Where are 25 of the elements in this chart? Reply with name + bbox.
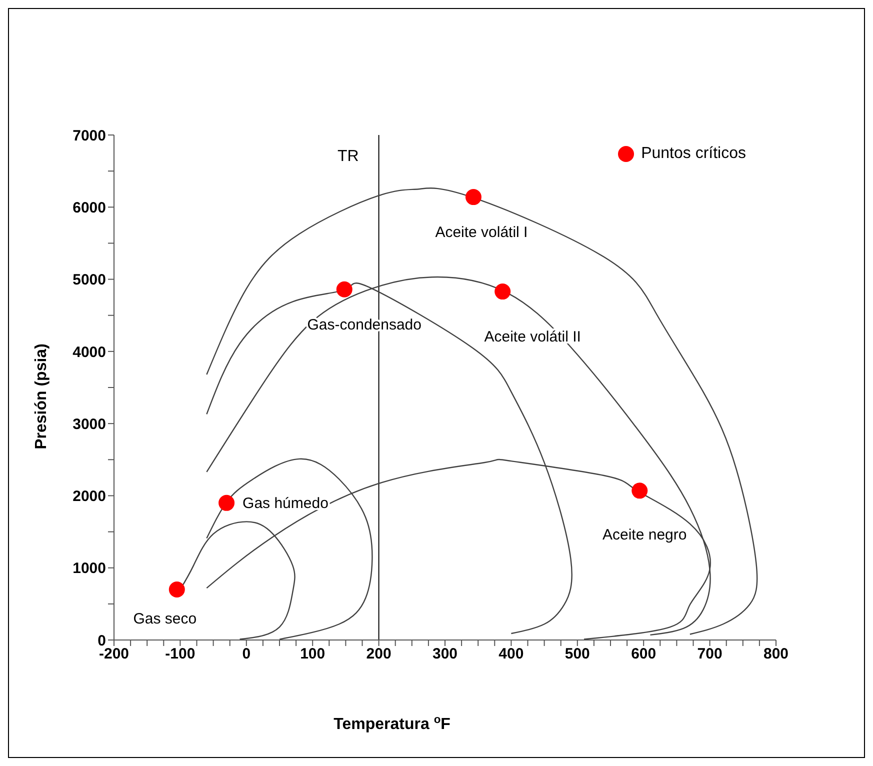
x-tick-label: 400 bbox=[498, 646, 524, 663]
x-tick-label: 200 bbox=[366, 646, 392, 663]
legend-label: Puntos críticos bbox=[641, 145, 746, 163]
x-axis-title: Temperatura $^{o}$F bbox=[334, 714, 451, 733]
annotation: Aceite negro bbox=[602, 526, 687, 544]
y-tick-label: 7000 bbox=[72, 127, 106, 144]
annotation: Gas húmedo bbox=[242, 494, 328, 512]
y-tick-label: 6000 bbox=[72, 199, 106, 216]
x-tick-label: 500 bbox=[564, 646, 590, 663]
y-tick-label: 3000 bbox=[72, 416, 106, 433]
x-tick-label: 600 bbox=[631, 646, 656, 663]
y-tick-label: 5000 bbox=[72, 272, 106, 289]
y-tick-label: 2000 bbox=[72, 488, 106, 506]
x-tick-label: 300 bbox=[432, 646, 458, 663]
y-tick-label: 1000 bbox=[72, 560, 106, 578]
x-tick-label: 100 bbox=[300, 646, 326, 663]
x-tick-label: 700 bbox=[697, 646, 722, 663]
y-tick-label: 4000 bbox=[72, 344, 106, 361]
annotation: Gas seco bbox=[133, 610, 197, 628]
y-axis-title: Presión (psia) bbox=[33, 344, 50, 450]
annotation: Aceite volátil I bbox=[435, 224, 528, 242]
x-tick-label: -100 bbox=[165, 646, 196, 663]
ref-line-label: TR bbox=[337, 148, 359, 165]
x-tick-label: 0 bbox=[242, 646, 251, 663]
x-tick-label: 800 bbox=[763, 646, 789, 663]
